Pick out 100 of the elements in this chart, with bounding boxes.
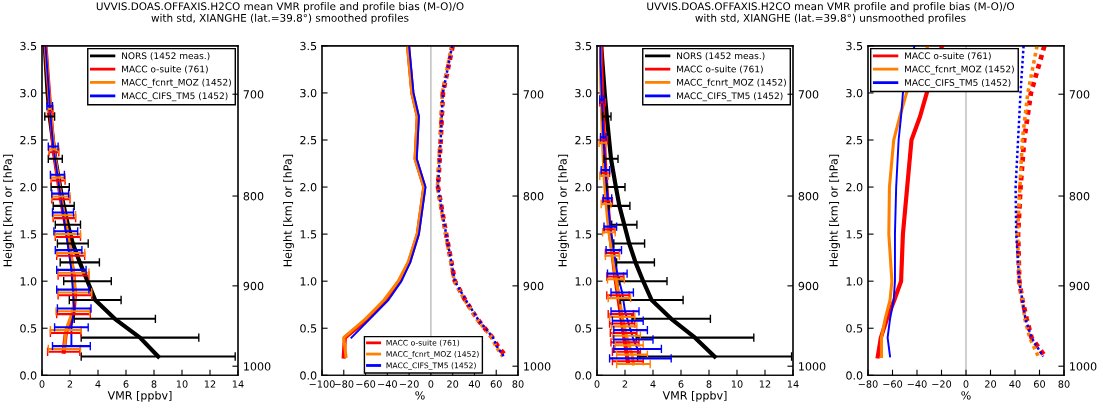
x-tick-label: −100 xyxy=(309,380,335,388)
y2-tick-label: 700 xyxy=(523,90,544,99)
x-axis-title: % xyxy=(961,391,971,400)
x-axis-title: VMR [ppbv] xyxy=(662,390,727,402)
y-tick-label: 0.0 xyxy=(575,371,592,380)
x-tick-label: 80 xyxy=(1058,380,1070,388)
x-tick-label: 20 xyxy=(447,380,459,388)
x-tick-label: 0 xyxy=(428,380,434,388)
x-tick-label: 14 xyxy=(787,380,799,388)
text: UVVIS.DOAS.OFFAXIS.H2CO mean VMR profile and profile bias (M-O)/O with std, XIANGHE (lat.=39.8°) unsmoothed profiles xyxy=(647,2,1015,24)
x-tick-label: 10 xyxy=(176,380,188,388)
y2-tick-label: 900 xyxy=(523,281,544,291)
y-tick-label: 0.5 xyxy=(20,324,37,333)
x-tick-label: 14 xyxy=(232,380,244,388)
y2-tick-label: 800 xyxy=(523,192,544,201)
x-tick-label: 60 xyxy=(1033,380,1046,388)
x-tick-label: 4 xyxy=(650,380,656,388)
x-tick-label: 2 xyxy=(67,380,73,388)
x-tick-label: 6 xyxy=(123,380,129,388)
legend-label: MACC_CIFS_TM5 (1452) xyxy=(677,92,783,102)
y2-tick-label: 700 xyxy=(798,90,819,99)
y2-tick-label: 800 xyxy=(1069,192,1090,201)
y-tick-label: 1.5 xyxy=(300,230,317,239)
y-tick-label: 1.0 xyxy=(575,277,592,286)
x-tick-label: 60 xyxy=(490,380,502,388)
y-tick-label: 0.0 xyxy=(300,371,317,380)
x-tick-label: 2 xyxy=(622,380,628,388)
text: UVVIS.DOAS.OFFAXIS.H2CO mean VMR profile and profile bias (M-O)/O with std, XIANGHE (lat.=39.8°) smoothed profiles xyxy=(96,2,464,24)
y-tick-label: 0.5 xyxy=(575,324,592,333)
y-tick-label: 0.5 xyxy=(846,324,863,333)
y2-tick-label: 1000 xyxy=(799,362,826,371)
y-tick-label: 3.0 xyxy=(846,88,863,98)
x-tick-label: −20 xyxy=(399,380,419,388)
x-tick-label: −20 xyxy=(932,380,952,388)
y-tick-label: 3.0 xyxy=(575,88,592,98)
legend-label: MACC_fcnrt_MOZ (1452) xyxy=(905,65,1014,75)
y-tick-label: 3.0 xyxy=(20,88,37,98)
y-tick-label: 1.0 xyxy=(846,277,863,286)
x-tick-label: 12 xyxy=(204,380,216,388)
y-tick-label: 3.5 xyxy=(20,41,37,51)
y2-tick-label: 1000 xyxy=(1070,362,1097,371)
x-tick-label: −80 xyxy=(334,380,354,388)
y-axis-title: Height [km] or [hPa] xyxy=(558,154,569,267)
x-tick-label: 40 xyxy=(1009,380,1021,388)
y-tick-label: 2.5 xyxy=(846,135,863,145)
x-tick-label: 10 xyxy=(731,380,743,388)
y-tick-label: 2.0 xyxy=(20,183,37,192)
y2-tick-label: 700 xyxy=(243,90,264,99)
x-tick-label: 8 xyxy=(706,380,712,388)
legend-label: MACC_fcnrt_MOZ (1452) xyxy=(677,78,786,88)
y-tick-label: 2.0 xyxy=(846,183,863,192)
x-tick-label: −80 xyxy=(858,380,878,388)
y2-tick-label: 900 xyxy=(1069,281,1090,291)
y2-tick-label: 900 xyxy=(243,281,264,291)
y-tick-label: 3.5 xyxy=(300,41,317,51)
x-tick-label: 40 xyxy=(468,380,480,388)
x-tick-label: 4 xyxy=(95,380,101,388)
x-tick-label: 0 xyxy=(594,380,600,388)
line-series xyxy=(350,45,427,339)
x-tick-label: −40 xyxy=(907,380,927,388)
y2-tick-label: 800 xyxy=(243,192,264,201)
legend-label: MACC o-suite (761) xyxy=(677,65,763,74)
legend-label: MACC_CIFS_TM5 (1452) xyxy=(122,92,228,102)
y-tick-label: 2.5 xyxy=(20,135,37,145)
y-tick-label: 0.0 xyxy=(846,371,863,380)
y2-tick-label: 1000 xyxy=(244,362,271,371)
x-tick-label: 20 xyxy=(985,380,997,388)
x-tick-label: −60 xyxy=(883,380,903,388)
x-tick-label: 80 xyxy=(512,380,524,388)
y2-tick-label: 700 xyxy=(1069,90,1090,99)
y-axis-title: Height [km] or [hPa] xyxy=(829,154,840,267)
y-tick-label: 3.0 xyxy=(300,88,317,98)
y-tick-label: 3.5 xyxy=(846,41,863,51)
y-axis-title: Height [km] or [hPa] xyxy=(3,154,14,267)
y-tick-label: 1.5 xyxy=(20,230,37,239)
y-tick-label: 2.0 xyxy=(575,183,592,192)
y-tick-label: 1.0 xyxy=(300,277,317,286)
legend-label: NORS (1452 meas.) xyxy=(122,52,210,61)
y2-tick-label: 800 xyxy=(798,192,819,201)
legend-label: MACC_fcnrt_MOZ (1452) xyxy=(122,78,231,88)
y-tick-label: 2.5 xyxy=(575,135,592,145)
y2-tick-label: 1000 xyxy=(524,362,551,371)
y-tick-label: 1.5 xyxy=(846,230,863,239)
x-tick-label: 12 xyxy=(759,380,771,388)
legend-label: MACC o-suite (761) xyxy=(905,52,991,61)
legend-label: MACC o-suite (761) xyxy=(122,65,208,74)
y-tick-label: 0.5 xyxy=(300,324,317,333)
y-tick-label: 3.5 xyxy=(575,41,592,51)
y-tick-label: 0.0 xyxy=(20,371,37,380)
x-tick-label: 8 xyxy=(151,380,157,388)
legend-label: MACC_CIFS_TM5 (1452) xyxy=(905,78,1011,88)
x-tick-label: 6 xyxy=(678,380,684,388)
x-tick-label: 0 xyxy=(963,380,969,388)
y-tick-label: 1.0 xyxy=(20,277,37,286)
y-axis-title: Height [km] or [hPa] xyxy=(283,154,294,267)
y-tick-label: 2.5 xyxy=(300,135,317,145)
y-tick-label: 1.5 xyxy=(575,230,592,239)
x-tick-label: −60 xyxy=(356,380,376,388)
x-axis-title: VMR [ppbv] xyxy=(107,390,172,402)
x-axis-title: % xyxy=(415,391,425,400)
